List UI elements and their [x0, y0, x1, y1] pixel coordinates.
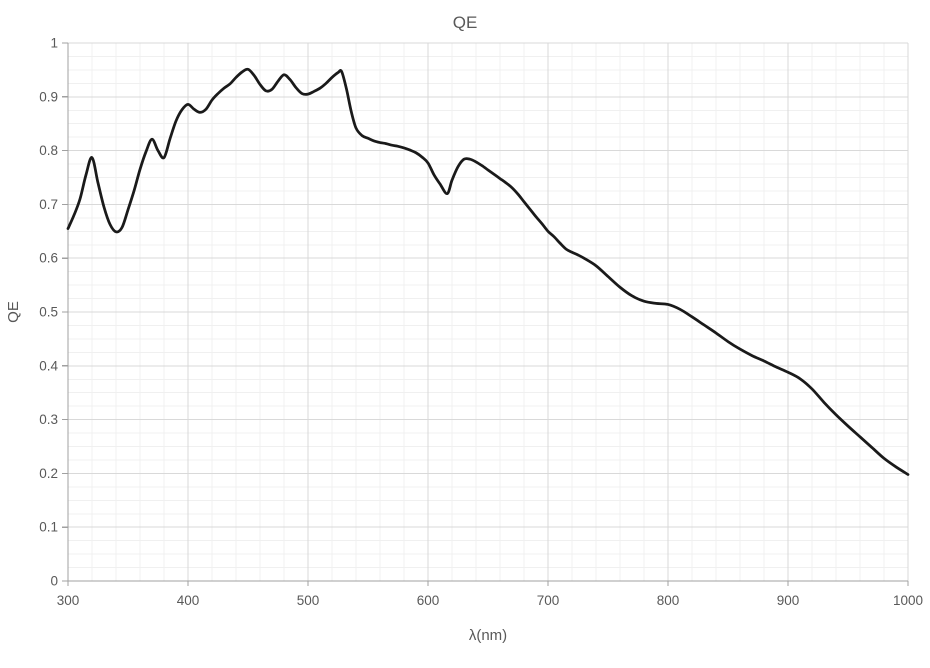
- y-tick-label: 0.4: [39, 358, 58, 373]
- chart-title: QE: [453, 13, 478, 32]
- y-tick-label: 0.8: [39, 143, 58, 158]
- x-axis-title: λ(nm): [469, 627, 507, 644]
- y-tick-label: 0.5: [39, 305, 58, 320]
- x-tick-label: 700: [537, 593, 560, 608]
- y-axis-title: QE: [5, 301, 22, 323]
- y-tick-label: 0: [50, 574, 58, 589]
- axis-tick-labels: 300 400 500 600 700 800 900 1000 1 0.9 0.8 0.7 0.6 0.…: [39, 36, 923, 609]
- y-tick-label: 0.3: [39, 412, 58, 427]
- qe-curve: [66, 67, 910, 476]
- x-tick-label: 500: [297, 593, 320, 608]
- x-tick-label: 800: [657, 593, 680, 608]
- x-tick-label: 300: [57, 593, 80, 608]
- x-tick-label: 1000: [893, 593, 923, 608]
- axis-tick-marks: [62, 42, 909, 586]
- y-tick-label: 0.1: [39, 520, 58, 535]
- x-tick-label: 600: [417, 593, 440, 608]
- qe-curve-path: [66, 67, 910, 476]
- y-tick-label: 0.7: [39, 197, 58, 212]
- y-tick-label: 1: [50, 36, 58, 51]
- x-tick-label: 400: [177, 593, 200, 608]
- x-tick-label: 900: [777, 593, 800, 608]
- y-tick-label: 0.6: [39, 251, 58, 266]
- y-tick-label: 0.9: [39, 89, 58, 104]
- y-tick-label: 0.2: [39, 466, 58, 481]
- major-gridlines: [68, 42, 909, 581]
